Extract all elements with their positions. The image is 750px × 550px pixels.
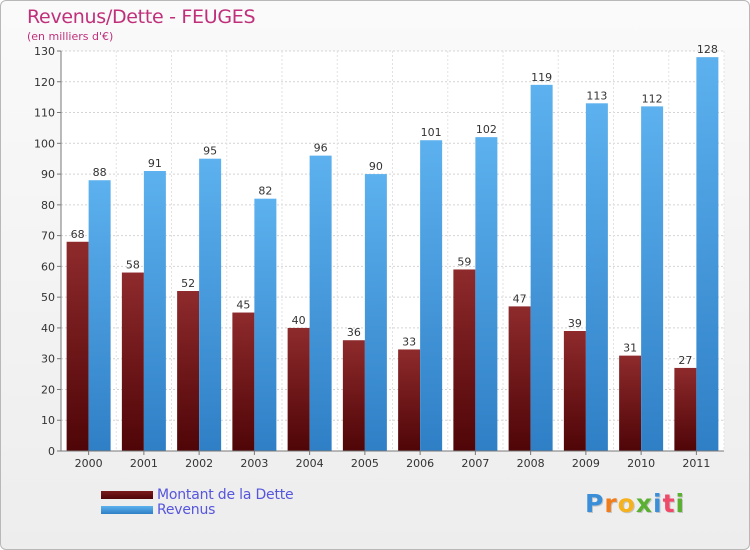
y-tick-label: 20 xyxy=(41,383,55,396)
data-label: 40 xyxy=(292,314,306,327)
x-tick-label: 2004 xyxy=(296,457,324,470)
logo-letter: r xyxy=(604,489,618,518)
y-tick-label: 40 xyxy=(41,322,55,335)
x-tick-label: 2001 xyxy=(130,457,158,470)
y-tick-label: 10 xyxy=(41,414,55,427)
logo-letter: i xyxy=(653,489,663,518)
data-label: 36 xyxy=(347,326,361,339)
bar-revenus xyxy=(88,180,111,451)
x-axis: 2000 2001 2002 2003 2004 2005 2006 2007 2008 2009… xyxy=(61,450,724,470)
bar-debt xyxy=(508,306,531,451)
logo-letter: i xyxy=(675,489,686,518)
data-label: 119 xyxy=(531,71,552,84)
x-tick-label: 2006 xyxy=(406,457,434,470)
data-label: 101 xyxy=(421,126,442,139)
y-tick-label: 0 xyxy=(48,445,55,458)
bar-revenus xyxy=(696,57,719,452)
logo-letter: o xyxy=(617,489,636,518)
x-tick-label: 2011 xyxy=(682,457,710,470)
bar-revenus xyxy=(309,155,332,451)
legend-label-revenus: Revenus xyxy=(157,501,216,518)
data-label: 95 xyxy=(203,145,217,158)
legend-item-debt: Montant de la Dette xyxy=(101,486,294,503)
legend: Montant de la Dette Revenus xyxy=(101,486,294,518)
legend-swatch-debt xyxy=(101,490,153,499)
data-labels: 68 88 58 91 52 95 45 82 40 96 36 90 33 101 59 102 47 119 3… xyxy=(71,43,718,367)
data-label: 39 xyxy=(568,317,582,330)
y-tick-label: 70 xyxy=(41,230,55,243)
data-label: 68 xyxy=(71,228,85,241)
data-label: 102 xyxy=(476,123,497,136)
x-tick-label: 2002 xyxy=(185,457,213,470)
logo-letter: P xyxy=(585,489,605,518)
y-tick-label: 120 xyxy=(34,76,55,89)
x-tick-label: 2005 xyxy=(351,457,379,470)
bar-debt xyxy=(177,291,200,451)
data-label: 88 xyxy=(93,166,107,179)
data-label: 31 xyxy=(623,342,637,355)
y-tick-label: 50 xyxy=(41,291,55,304)
bar-revenus xyxy=(254,198,277,451)
data-label: 58 xyxy=(126,259,140,272)
data-label: 33 xyxy=(402,335,416,348)
chart-subtitle: (en milliers d'€) xyxy=(27,30,114,43)
bar-revenus xyxy=(199,158,222,451)
x-tick-label: 2007 xyxy=(461,457,489,470)
data-label: 82 xyxy=(258,185,272,198)
y-tick-label: 110 xyxy=(34,107,55,120)
data-label: 128 xyxy=(697,43,718,56)
bar-revenus xyxy=(364,174,387,452)
bar-revenus xyxy=(420,140,443,451)
x-tick-label: 2000 xyxy=(75,457,103,470)
y-tick-label: 130 xyxy=(34,45,55,58)
data-label: 90 xyxy=(369,160,383,173)
legend-label-debt: Montant de la Dette xyxy=(157,486,294,503)
data-label: 91 xyxy=(148,157,162,170)
logo-letter: t xyxy=(662,489,676,518)
y-tick-label: 80 xyxy=(41,199,55,212)
data-label: 113 xyxy=(586,89,607,102)
x-tick-label: 2010 xyxy=(627,457,655,470)
data-label: 52 xyxy=(181,277,195,290)
legend-item-revenus: Revenus xyxy=(101,501,293,518)
data-label: 27 xyxy=(678,354,692,367)
bar-debt xyxy=(342,340,365,451)
data-label: 59 xyxy=(457,255,471,268)
bar-debt xyxy=(287,327,310,451)
bar-revenus xyxy=(143,171,166,451)
data-label: 112 xyxy=(642,92,663,105)
x-tick-label: 2008 xyxy=(517,457,545,470)
bar-debt xyxy=(121,272,144,451)
bar-debt xyxy=(453,269,476,451)
y-tick-label: 90 xyxy=(41,168,55,181)
bar-debt xyxy=(66,241,89,451)
logo-letter: x xyxy=(635,489,653,518)
data-label: 96 xyxy=(314,142,328,155)
bar-debt xyxy=(232,312,255,451)
bar-revenus xyxy=(585,103,608,452)
bars xyxy=(66,57,719,452)
bar-debt xyxy=(619,355,642,451)
legend-swatch-revenus xyxy=(101,505,153,514)
bar-debt xyxy=(674,367,697,451)
bar-debt xyxy=(398,349,421,451)
x-tick-label: 2003 xyxy=(240,457,268,470)
proxiti-logo: Proxiti xyxy=(585,489,685,518)
bar-debt xyxy=(563,331,586,451)
data-label: 47 xyxy=(513,292,527,305)
bar-revenus xyxy=(641,106,664,451)
y-tick-label: 100 xyxy=(34,137,55,150)
y-axis: 0 10 20 30 40 50 60 70 80 90 100 110 120 130 xyxy=(34,45,62,458)
y-tick-label: 30 xyxy=(41,353,55,366)
y-tick-label: 60 xyxy=(41,260,55,273)
x-tick-label: 2009 xyxy=(572,457,600,470)
chart-title: Revenus/Dette - FEUGES xyxy=(27,6,256,28)
data-label: 45 xyxy=(236,299,250,312)
bar-revenus xyxy=(530,84,553,451)
bar-revenus xyxy=(475,137,498,451)
